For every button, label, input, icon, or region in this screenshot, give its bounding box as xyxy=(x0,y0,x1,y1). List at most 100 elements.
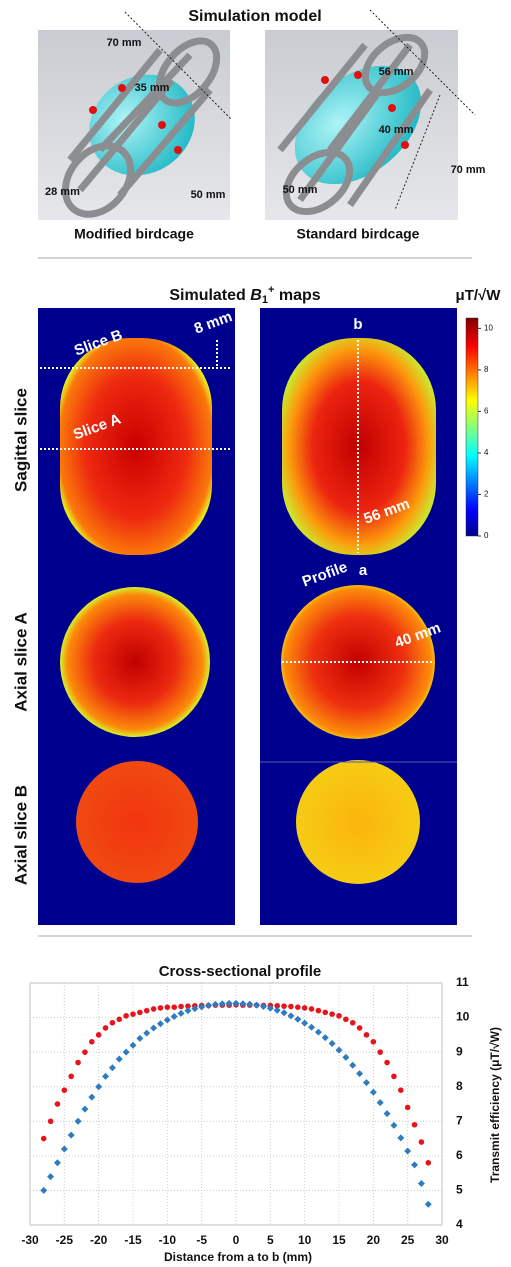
x-tick-label: -5 xyxy=(196,1233,207,1247)
map-left xyxy=(38,308,235,925)
x-tick-label: -10 xyxy=(159,1233,177,1247)
data-point xyxy=(47,1173,54,1180)
data-point xyxy=(40,1187,47,1194)
data-point xyxy=(103,1025,109,1031)
data-point xyxy=(384,1060,390,1066)
data-point xyxy=(144,1008,150,1014)
dimension-label: 35 mm xyxy=(135,82,170,94)
data-point xyxy=(178,1010,185,1017)
data-point xyxy=(88,1094,95,1101)
data-point xyxy=(274,1007,281,1014)
title-part: Simulated xyxy=(169,287,245,304)
data-point xyxy=(143,1030,150,1037)
data-point xyxy=(308,1024,315,1031)
data-point xyxy=(371,1039,377,1045)
data-point xyxy=(301,1020,308,1027)
y-tick-label: 5 xyxy=(456,1183,463,1197)
data-point xyxy=(246,1001,253,1008)
data-point xyxy=(336,1013,342,1019)
data-point xyxy=(281,1009,288,1016)
data-point xyxy=(75,1060,81,1066)
data-point xyxy=(54,1159,61,1166)
data-point xyxy=(110,1020,116,1026)
data-point xyxy=(253,1002,260,1009)
dimension-label: 50 mm xyxy=(283,184,318,196)
data-point xyxy=(316,1008,322,1014)
data-point xyxy=(418,1180,425,1187)
data-point xyxy=(287,1012,294,1019)
colorbar-tick-label: 4 xyxy=(484,448,489,457)
data-point xyxy=(390,1122,397,1129)
row-label: Axial slice A xyxy=(11,612,30,712)
dimension-label: 70 mm xyxy=(451,164,486,176)
data-point xyxy=(171,1004,177,1010)
y-tick-label: 6 xyxy=(456,1148,463,1162)
data-point xyxy=(158,1005,164,1011)
x-axis-title: Distance from a to b (mm) xyxy=(164,1250,312,1264)
x-tick-label: 5 xyxy=(267,1233,274,1247)
chart-title: Cross-sectional profile xyxy=(159,963,322,980)
data-point xyxy=(322,1034,329,1041)
data-point xyxy=(329,1011,335,1017)
caption: Standard birdcage xyxy=(297,226,420,242)
data-point xyxy=(370,1089,377,1096)
data-point xyxy=(425,1160,431,1166)
data-point xyxy=(68,1132,75,1139)
row-label: Axial slice B xyxy=(11,785,30,885)
x-tick-label: 15 xyxy=(332,1233,346,1247)
title-part: maps xyxy=(279,287,321,304)
data-point xyxy=(165,1004,171,1010)
data-point xyxy=(150,1024,157,1031)
x-tick-label: 0 xyxy=(233,1233,240,1247)
data-point xyxy=(55,1101,61,1107)
colorbar-tick-label: 2 xyxy=(484,490,489,499)
data-point xyxy=(384,1110,391,1117)
data-point xyxy=(260,1003,267,1010)
colorbar-label: μT/√W xyxy=(456,287,502,304)
data-point xyxy=(212,1001,219,1008)
data-point xyxy=(116,1056,123,1063)
annotation: b xyxy=(353,316,362,333)
data-point xyxy=(109,1064,116,1071)
data-point xyxy=(151,1006,157,1012)
data-point xyxy=(412,1122,418,1128)
x-tick-label: -15 xyxy=(124,1233,142,1247)
data-point xyxy=(81,1106,88,1113)
data-point xyxy=(102,1073,109,1080)
data-point xyxy=(137,1010,143,1016)
data-point xyxy=(116,1017,122,1023)
data-point xyxy=(309,1006,315,1012)
title-part: B xyxy=(250,287,262,304)
data-point xyxy=(68,1074,74,1080)
section-title: Simulation model xyxy=(188,8,321,25)
data-point xyxy=(41,1136,47,1142)
colorbar-tick-label: 6 xyxy=(484,407,489,416)
data-point xyxy=(342,1054,349,1061)
data-point xyxy=(411,1161,418,1168)
figure: Simulation model 70 mm 35 mm 28 mm 50 mm… xyxy=(0,0,511,1267)
data-point xyxy=(130,1042,137,1049)
data-point xyxy=(357,1025,363,1031)
data-point xyxy=(405,1105,411,1111)
data-point xyxy=(61,1145,68,1152)
data-point xyxy=(397,1134,404,1141)
x-tick-label: 10 xyxy=(298,1233,312,1247)
x-tick-label: -20 xyxy=(90,1233,108,1247)
data-point xyxy=(404,1148,411,1155)
data-point xyxy=(322,1010,328,1016)
x-tick-label: 20 xyxy=(367,1233,381,1247)
caption: Modified birdcage xyxy=(74,226,194,242)
y-tick-label: 10 xyxy=(456,1010,470,1024)
colorbar-tick-label: 8 xyxy=(484,365,489,374)
data-point xyxy=(164,1016,171,1023)
data-point xyxy=(391,1074,397,1080)
data-point xyxy=(302,1005,308,1011)
colorbar-tick-label: 0 xyxy=(484,531,489,540)
colorbar xyxy=(466,318,478,536)
data-point xyxy=(62,1087,68,1093)
data-point xyxy=(171,1013,178,1020)
dimension-label: 56 mm xyxy=(379,66,414,78)
dimension-label: 70 mm xyxy=(107,37,142,49)
colorbar-tick-label: 10 xyxy=(484,323,493,332)
x-tick-label: -30 xyxy=(21,1233,39,1247)
